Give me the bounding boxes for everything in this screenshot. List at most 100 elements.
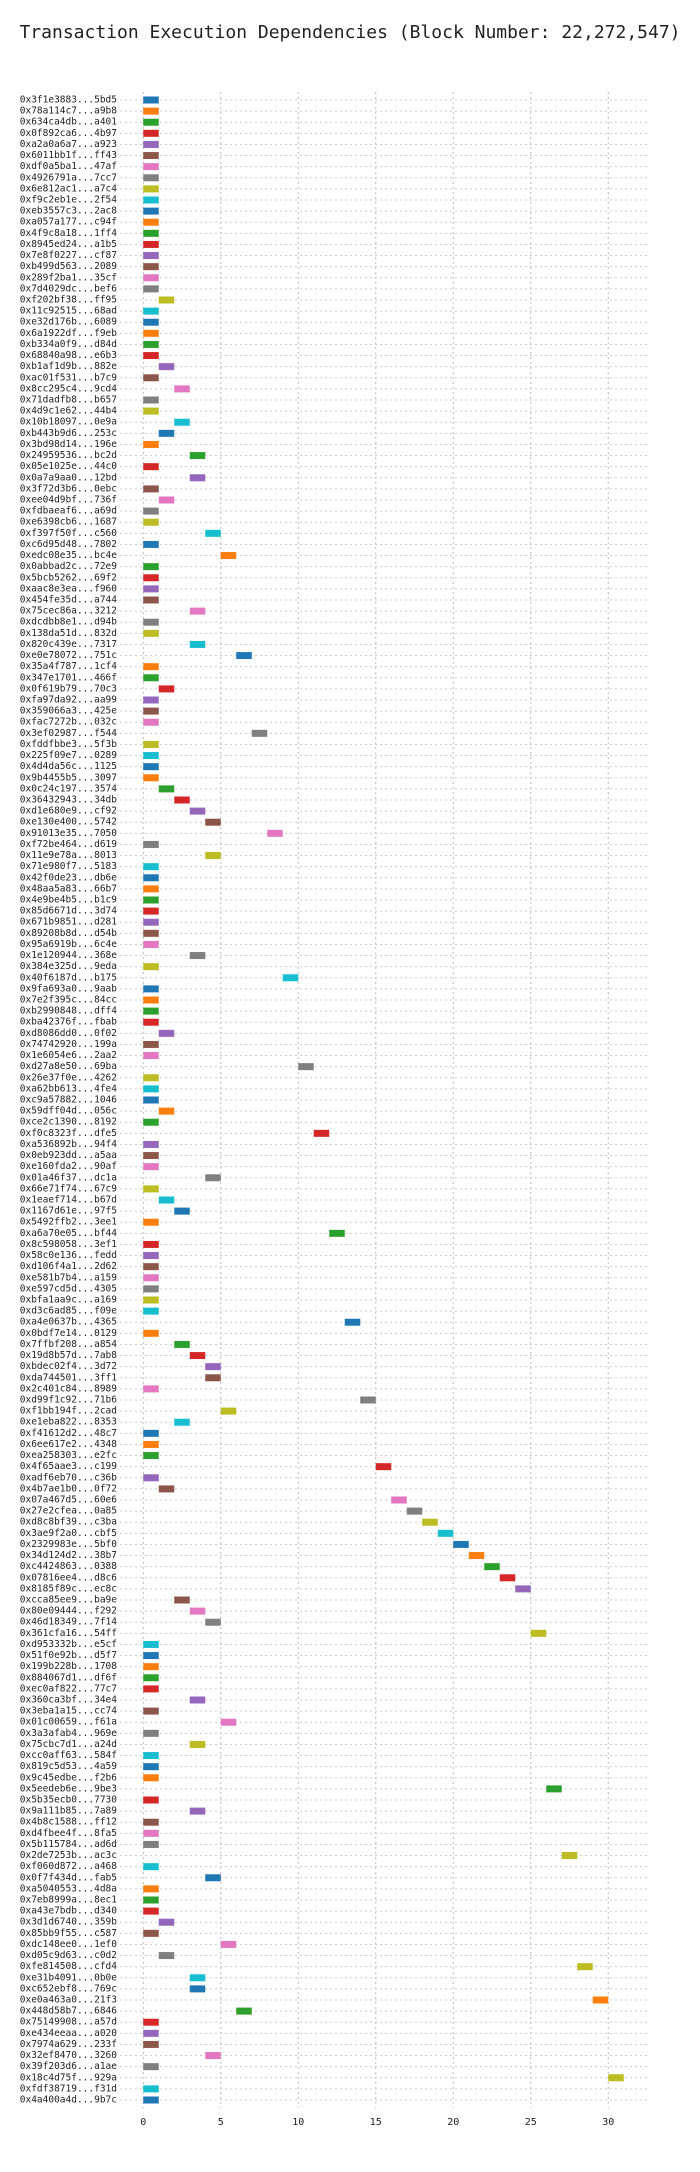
- row-label: 0x9a111b85...7a89: [20, 1806, 118, 1817]
- bar: [143, 1674, 159, 1682]
- row-label: 0x75cbc7d1...a24d: [20, 1739, 117, 1750]
- row-label: 0x4b7ae1b0...0f72: [20, 1483, 117, 1494]
- row-label: 0x5b35ecb0...7730: [20, 1795, 118, 1806]
- bar: [174, 418, 190, 426]
- bar: [205, 1374, 221, 1382]
- row-label: 0x2329983e...5bf0: [20, 1539, 118, 1550]
- bar: [143, 329, 159, 337]
- bar: [220, 1940, 237, 1948]
- row-label: 0x6a1922df...f9eb: [20, 328, 118, 339]
- bar: [189, 640, 206, 648]
- bar: [220, 552, 237, 560]
- row-label: 0x85bb9f55...c587: [20, 1928, 117, 1939]
- row-label: 0x199b228b...1708: [20, 1661, 118, 1672]
- bar: [143, 2063, 159, 2071]
- row-label: 0x448d58b7...6846: [20, 2006, 118, 2017]
- row-label: 0xec0af822...77c7: [20, 1683, 117, 1694]
- bar: [143, 1163, 159, 1171]
- bar: [143, 929, 159, 937]
- row-label: 0x5492ffb2...3ee1: [20, 1217, 118, 1228]
- bar: [143, 140, 159, 148]
- row-label: 0x3f1e3883...5bd5: [20, 95, 117, 106]
- bar: [143, 1652, 159, 1660]
- row-label: 0xee04d9bf...736f: [20, 495, 117, 506]
- bar: [375, 1463, 392, 1471]
- row-label: 0xb443b9d6...253c: [20, 428, 117, 439]
- row-label: 0x35a4f787...1cf4: [20, 661, 118, 672]
- row-label: 0xd99f1c92...71b6: [20, 1395, 118, 1406]
- row-label: 0x3eba1a15...cc74: [20, 1706, 118, 1717]
- bar: [360, 1396, 376, 1404]
- bar: [143, 740, 159, 748]
- row-label: 0xd106f4a1...2d62: [20, 1261, 117, 1272]
- x-tick-label: 0: [140, 2117, 146, 2128]
- bar: [143, 718, 159, 726]
- bar: [158, 1107, 175, 1115]
- bar: [143, 96, 159, 104]
- row-label: 0x8c598058...3ef1: [20, 1239, 118, 1250]
- bar: [143, 407, 159, 415]
- bar: [143, 518, 159, 526]
- bar: [158, 685, 175, 693]
- bar: [143, 763, 159, 771]
- bar: [220, 1718, 237, 1726]
- row-label: 0xa5040553...4d8a: [20, 1883, 117, 1894]
- row-label: 0xd27a8e50...69ba: [20, 1061, 117, 1072]
- row-label: 0xe0e78072...751c: [20, 650, 117, 661]
- bar: [143, 1429, 159, 1437]
- bar: [174, 1340, 190, 1348]
- bar: [158, 429, 175, 437]
- bar: [220, 1407, 237, 1415]
- bar: [143, 1829, 159, 1837]
- bar: [313, 1129, 330, 1137]
- row-label: 0x95a6919b...6c4e: [20, 939, 118, 950]
- x-tick-label: 20: [447, 2117, 459, 2128]
- row-label: 0xd05c9d63...c0d2: [20, 1950, 117, 1961]
- bar: [143, 463, 159, 471]
- row-label: 0x5bcb5262...69f2: [20, 572, 117, 583]
- row-label: 0x75cec86a...3212: [20, 606, 117, 617]
- row-label: 0x138da51d...832d: [20, 628, 117, 639]
- bar: [143, 863, 159, 871]
- bar: [143, 1885, 159, 1893]
- bar: [143, 563, 159, 571]
- bar: [298, 1063, 314, 1071]
- bar: [143, 540, 159, 548]
- row-label: 0xa43e7bdb...d340: [20, 1906, 118, 1917]
- bar: [546, 1785, 562, 1793]
- row-label: 0x78a114c7...a9b8: [20, 106, 118, 117]
- bar: [143, 240, 159, 248]
- bar: [158, 1196, 175, 1204]
- row-label: 0x9c45edbe...f2b6: [20, 1772, 118, 1783]
- row-label: 0x74742920...199a: [20, 1039, 117, 1050]
- row-label: 0x9fa693a0...9aab: [20, 983, 118, 994]
- bar: [143, 663, 159, 671]
- row-label: 0xf397f50f...c560: [20, 528, 118, 539]
- row-label: 0x7974a629...233f: [20, 2039, 117, 2050]
- row-label: 0x1e6054e6...2aa2: [20, 1050, 117, 1061]
- row-label: 0x3a3afab4...969e: [20, 1728, 118, 1739]
- bar: [143, 1896, 159, 1904]
- bar: [158, 785, 175, 793]
- bar: [158, 1485, 175, 1493]
- bar: [143, 1285, 159, 1293]
- bar: [174, 1596, 190, 1604]
- row-label: 0x26e37f0e...4262: [20, 1072, 117, 1083]
- bar: [143, 1640, 159, 1648]
- row-label: 0x11e9e78a...8013: [20, 850, 117, 861]
- row-label: 0xa057a177...c94f: [20, 217, 117, 228]
- row-label: 0xfe814508...cfd4: [20, 1961, 118, 1972]
- row-label: 0xce2c1390...8192: [20, 1117, 117, 1128]
- row-label: 0xdc148ee0...1ef0: [20, 1939, 118, 1950]
- bar: [143, 1296, 159, 1304]
- row-label: 0xe0a463a0...21f3: [20, 1995, 117, 2006]
- bar: [484, 1563, 500, 1571]
- row-label: 0xa62bb613...4fe4: [20, 1083, 118, 1094]
- row-label: 0x4d4da56c...1125: [20, 761, 117, 772]
- bar: [143, 1440, 159, 1448]
- row-label: 0xdcdbb8e1...d94b: [20, 617, 118, 628]
- bar: [174, 1418, 190, 1426]
- bar: [437, 1529, 454, 1537]
- row-label: 0xd953332b...e5cf: [20, 1639, 117, 1650]
